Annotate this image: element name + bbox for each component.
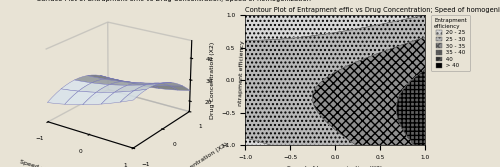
Point [331,79,339,81]
Text: Surface Plot of Entrapment effic vs Drug Concentration; Speed of homogenization: Surface Plot of Entrapment effic vs Drug… [38,0,312,2]
Point [331,79,339,81]
Legend:  20 - 25,  25 - 30,  30 - 35,  35 - 40,  40,  > 40: 20 - 25, 25 - 30, 30 - 35, 35 - 40, 40, … [432,15,470,71]
Point [331,79,339,81]
Point [331,79,339,81]
X-axis label: Speed of homogenization (X3): Speed of homogenization (X3) [20,159,112,167]
Point [331,79,339,81]
X-axis label: Speed of homogenization (X3): Speed of homogenization (X3) [288,165,382,167]
Text: Contour Plot of Entrapment effic vs Drug Concentration; Speed of homogenization: Contour Plot of Entrapment effic vs Drug… [245,7,500,13]
Y-axis label: Drug Concentration (X2): Drug Concentration (X2) [161,142,228,167]
Point [331,79,339,81]
Y-axis label: Drug Concentration (X2): Drug Concentration (X2) [210,42,216,119]
